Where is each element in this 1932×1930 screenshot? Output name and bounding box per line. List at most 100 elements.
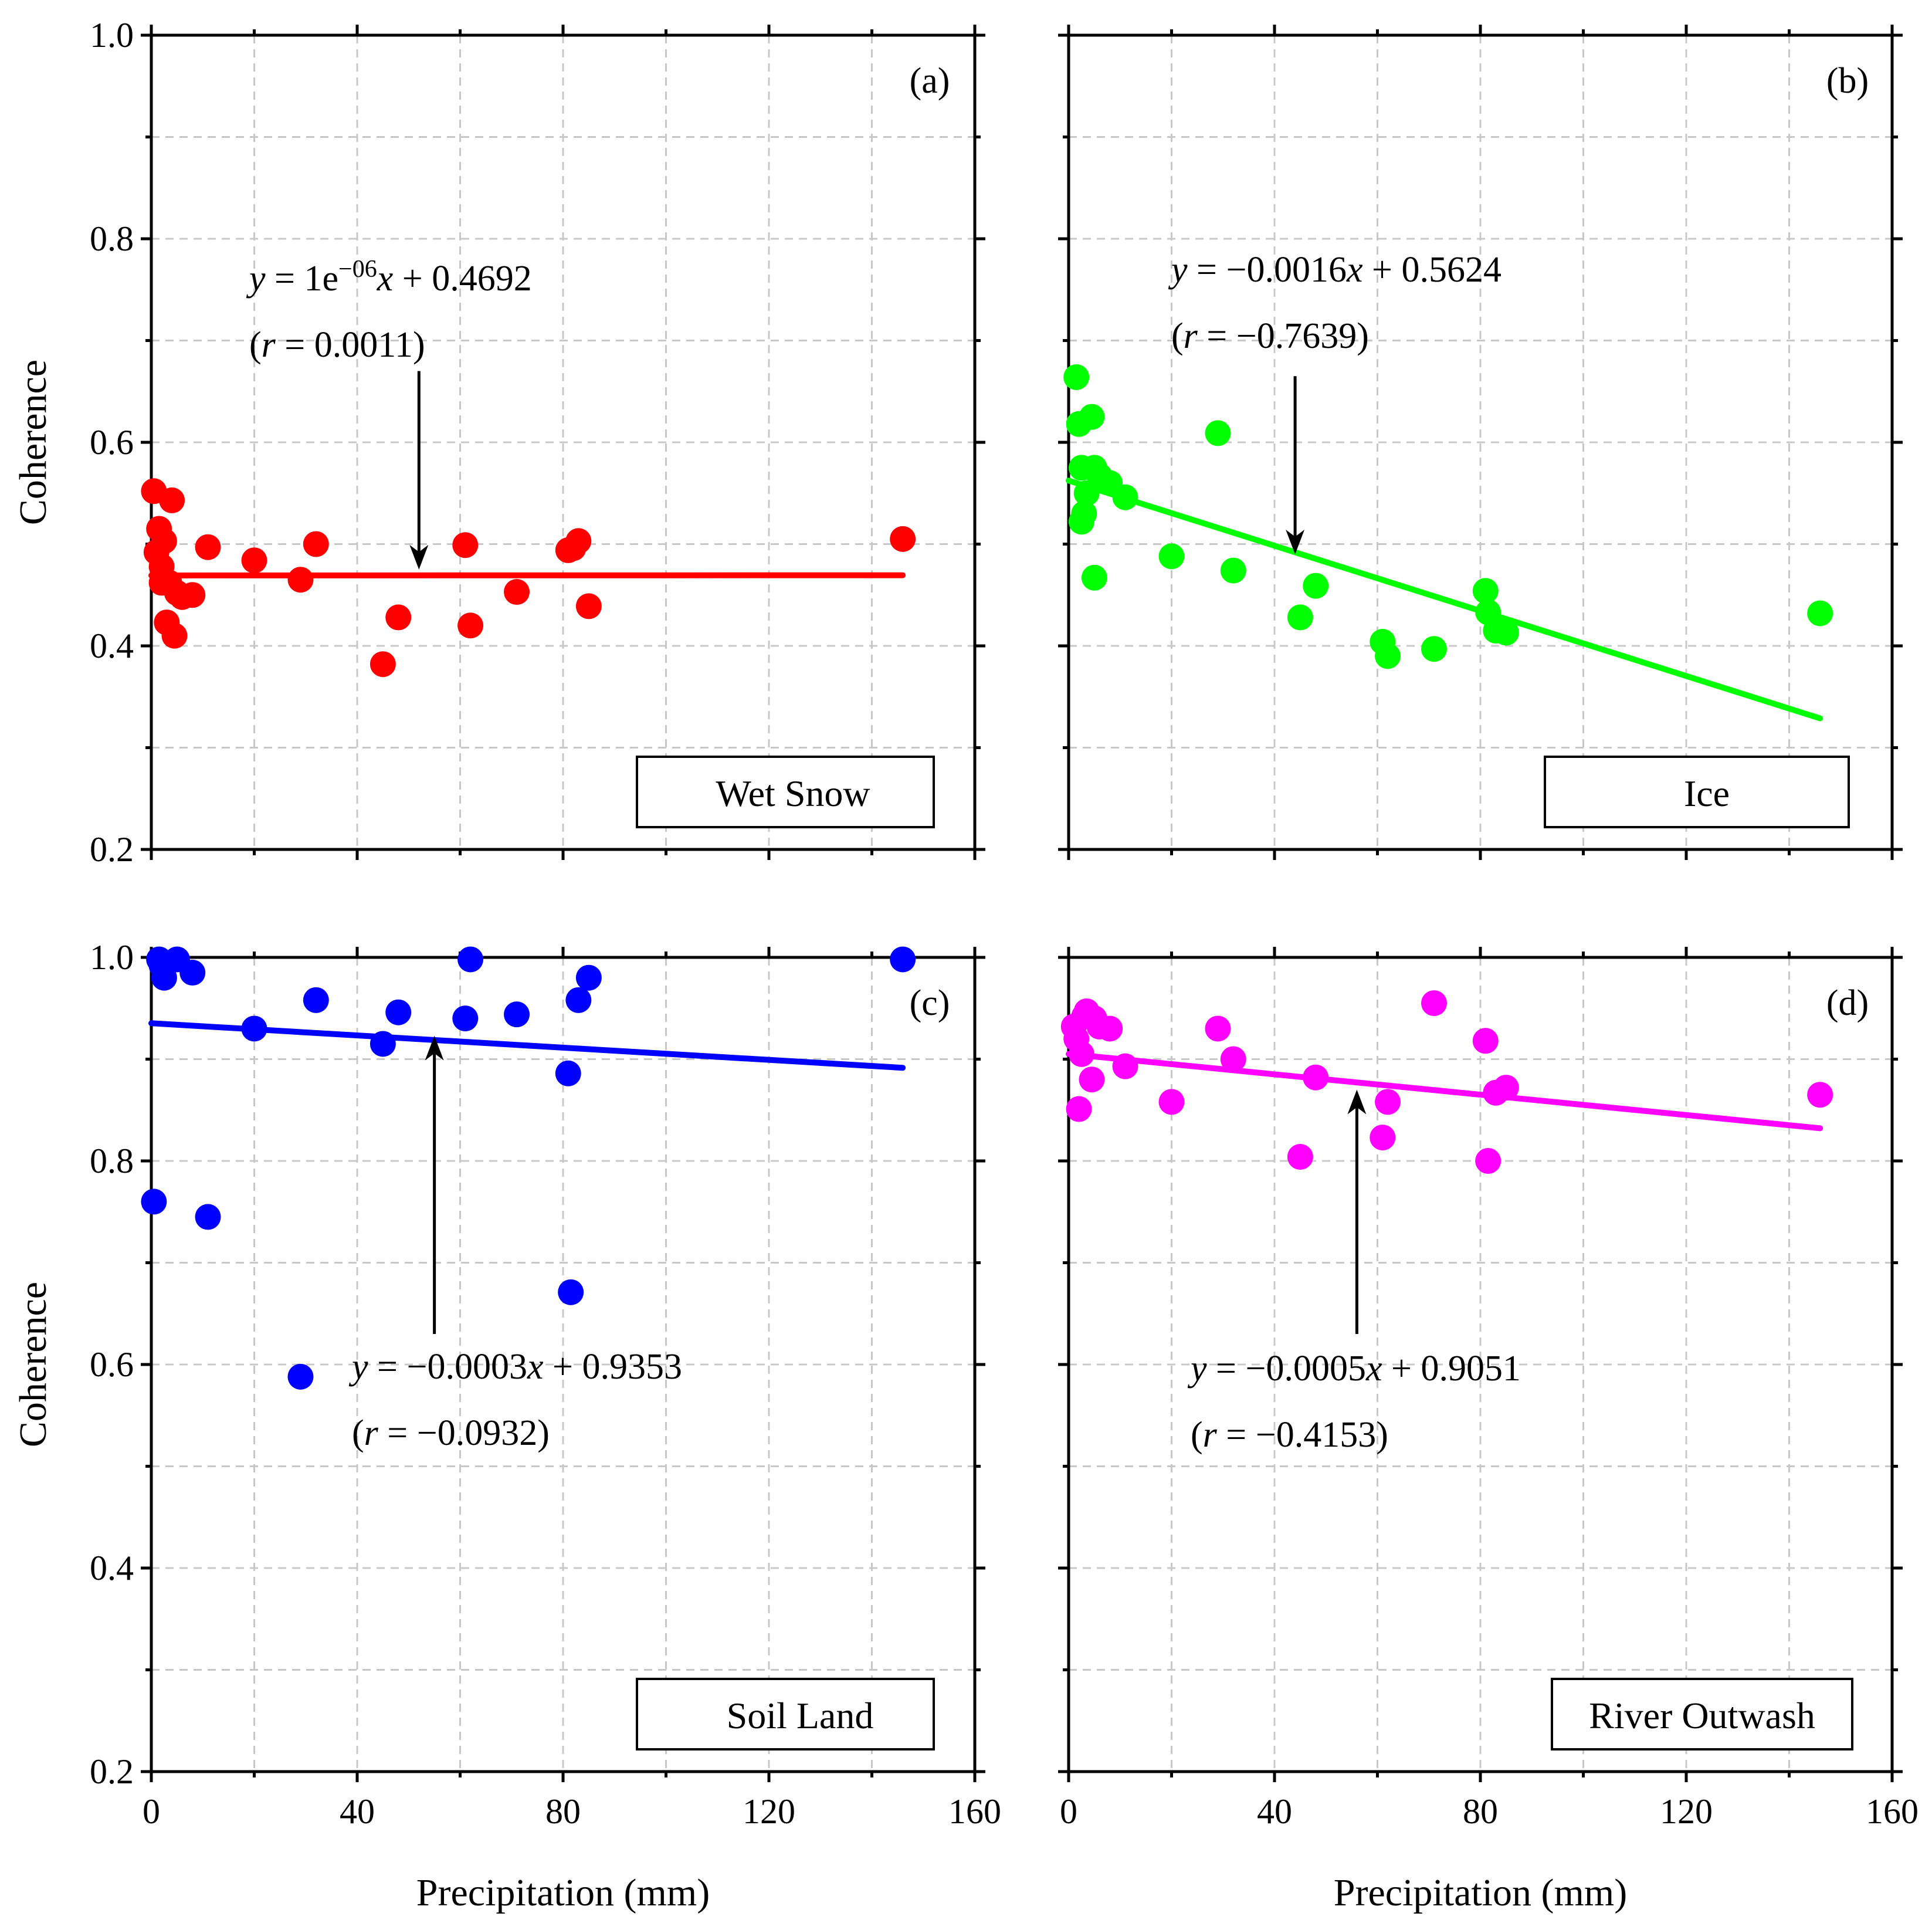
x-tick-label: 40: [340, 1792, 375, 1831]
fit-equation: y = 1e−06x + 0.4692: [246, 256, 532, 299]
data-point: [1287, 604, 1313, 631]
data-point: [457, 946, 484, 973]
grid: [151, 35, 975, 849]
legend-box: [1544, 756, 1850, 828]
legend: Soil Land: [636, 1678, 935, 1750]
data-point: [195, 1204, 221, 1230]
correlation-text: (r = −0.7639): [1171, 316, 1369, 356]
data-point: [565, 528, 592, 554]
data-point: [1807, 1082, 1833, 1108]
data-point: [159, 487, 185, 513]
data-point: [504, 579, 530, 605]
panel-label: (d): [1826, 983, 1869, 1023]
correlation-text: (r = 0.0011): [249, 325, 425, 365]
data-point: [287, 567, 314, 593]
data-point: [303, 987, 329, 1013]
arrow-head: [425, 1035, 444, 1061]
data-point: [161, 622, 188, 649]
legend-label: Wet Snow: [716, 773, 870, 814]
arrow-head: [1347, 1089, 1367, 1115]
data-point: [1158, 1089, 1185, 1115]
legend-box: [636, 1678, 935, 1750]
fit-equation: y = −0.0016x + 0.5624: [1168, 250, 1501, 290]
panel-label: (c): [910, 983, 950, 1023]
legend-box: [1551, 1678, 1853, 1750]
x-tick-label: 120: [1660, 1792, 1713, 1831]
data-point: [1158, 543, 1185, 570]
ticks: [141, 25, 985, 860]
data-point: [179, 582, 206, 608]
data-point: [1079, 404, 1105, 430]
data-point: [1421, 990, 1448, 1017]
data-point: [1220, 1046, 1246, 1072]
regression-line: [1066, 1051, 1823, 1132]
data-point: [1375, 643, 1401, 669]
data-point: [1063, 364, 1090, 390]
annotation-arrow: [1347, 1089, 1367, 1334]
x-tick-label: 80: [545, 1792, 581, 1831]
x-tick-label: 120: [743, 1792, 795, 1831]
data-point: [504, 1001, 530, 1028]
data-point: [452, 532, 479, 558]
ticks: [1058, 25, 1903, 860]
arrow-head: [409, 544, 429, 570]
data-point: [575, 593, 602, 619]
panel-label: (a): [910, 61, 950, 101]
y-tick-label: 0.2: [90, 1752, 134, 1791]
regression-line: [1066, 478, 1823, 722]
data-point: [195, 534, 221, 560]
y-tick-label: 0.4: [90, 1549, 134, 1587]
x-tick-label: 160: [948, 1792, 1001, 1831]
y-tick-label: 0.8: [90, 219, 134, 258]
data-point: [1493, 619, 1519, 646]
data-point: [241, 547, 267, 574]
y-axis-title: Coherence: [12, 360, 55, 525]
data-point: [1472, 578, 1499, 604]
data-point: [1472, 1028, 1499, 1054]
series-points: [141, 478, 916, 678]
data-point: [1097, 1015, 1123, 1042]
y-axis-title: Coherence: [12, 1282, 55, 1447]
panel-label: (b): [1826, 61, 1869, 101]
x-tick-label: 80: [1463, 1792, 1498, 1831]
data-point: [151, 964, 177, 991]
data-point: [890, 946, 916, 973]
fit-equation: y = −0.0003x + 0.9353: [348, 1347, 682, 1387]
data-point: [1066, 1096, 1092, 1122]
panel-3: 0.2 0.4 0.6 0.8 1.0 Coherence 0 40 80 120 160 Preci…: [12, 938, 1001, 1914]
data-point: [558, 1279, 584, 1305]
legend: Wet Snow: [636, 756, 935, 828]
ticks: [1058, 947, 1903, 1782]
data-point: [1475, 1148, 1501, 1174]
x-tick-label: 160: [1866, 1792, 1919, 1831]
data-point: [457, 612, 484, 639]
y-tick-label: 1.0: [90, 938, 134, 977]
data-point: [287, 1363, 314, 1390]
series-points: [141, 946, 916, 1390]
legend: River Outwash: [1551, 1678, 1853, 1750]
data-point: [1220, 557, 1246, 584]
data-point: [1375, 1089, 1401, 1115]
y-tick-label: 0.4: [90, 627, 134, 665]
y-tick-label: 0.6: [90, 423, 134, 462]
data-point: [565, 987, 592, 1013]
fit-equation: y = −0.0005x + 0.9051: [1187, 1349, 1521, 1389]
legend-label: Soil Land: [727, 1695, 874, 1736]
data-point: [1081, 564, 1107, 591]
data-point: [151, 528, 177, 554]
correlation-text: (r = −0.0932): [352, 1413, 550, 1453]
y-tick-label: 0.2: [90, 830, 134, 869]
x-tick-label: 40: [1257, 1792, 1292, 1831]
panels-layer: 0.2 0.4 0.6 0.8 1.0 Coherence y = 1e−06x + 0.4…: [12, 16, 1919, 1914]
data-point: [555, 1060, 581, 1086]
ticks: [141, 947, 985, 1782]
series-points: [1060, 990, 1833, 1174]
data-point: [1303, 573, 1329, 599]
regression-line: [148, 1020, 906, 1071]
legend: Ice: [1544, 756, 1850, 828]
y-tick-label: 1.0: [90, 16, 134, 55]
correlation-text: (r = −0.4153): [1191, 1415, 1388, 1455]
data-point: [370, 651, 396, 678]
data-point: [1079, 1066, 1105, 1093]
